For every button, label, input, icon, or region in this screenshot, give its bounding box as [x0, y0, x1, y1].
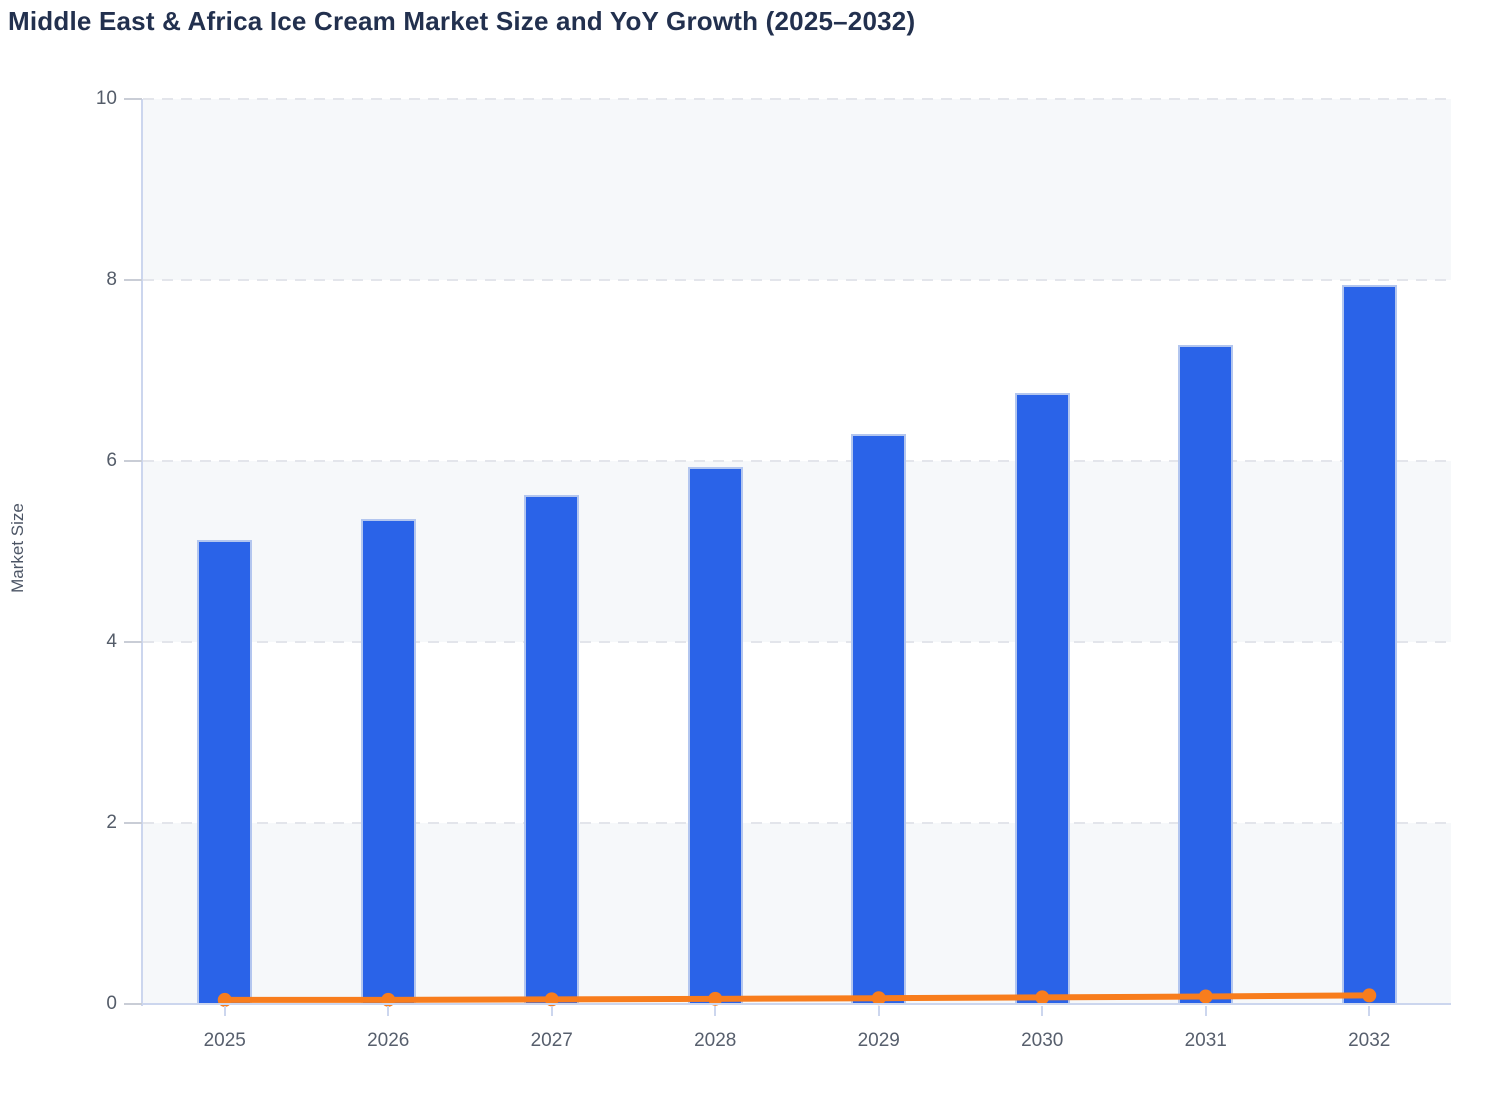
y-tick-mark: [124, 98, 142, 100]
gridline: [143, 98, 1451, 100]
background-band: [143, 99, 1451, 280]
bar-2028: [687, 467, 743, 1004]
plot-area: [143, 98, 1451, 1007]
x-tick-mark: [1041, 1006, 1044, 1016]
x-tick-label: 2027: [530, 1030, 573, 1051]
y-tick-label: 6: [106, 450, 117, 471]
yoy-growth-marker-2030: [1035, 990, 1050, 1005]
bar-2029: [851, 433, 907, 1004]
bar-2031: [1178, 345, 1234, 1004]
gridline: [143, 641, 1451, 643]
yoy-growth-marker-2027: [544, 992, 559, 1007]
y-axis-line: [141, 99, 143, 1006]
y-tick-mark: [124, 822, 142, 824]
y-tick-label: 2: [106, 812, 117, 833]
chart-title: Middle East & Africa Ice Cream Market Si…: [8, 6, 916, 36]
bar-2026: [360, 518, 416, 1004]
x-tick-label: 2026: [367, 1030, 410, 1051]
gridline: [143, 279, 1451, 281]
x-tick-label: 2030: [1021, 1030, 1064, 1051]
x-tick-label: 2025: [203, 1030, 246, 1051]
x-tick-label: 2031: [1184, 1030, 1227, 1051]
x-tick-mark: [714, 1006, 717, 1016]
x-tick-mark: [1368, 1006, 1371, 1016]
yoy-growth-marker-2028: [708, 991, 723, 1006]
y-tick-label: 8: [106, 269, 117, 290]
y-axis-title: Market Size: [8, 503, 27, 593]
x-tick-mark: [550, 1006, 553, 1016]
x-tick-label: 2032: [1348, 1030, 1391, 1051]
yoy-growth-marker-2029: [871, 991, 886, 1006]
yoy-growth-line-layer: [217, 988, 1377, 1007]
y-tick-label: 10: [95, 88, 117, 109]
y-tick-label: 4: [106, 631, 117, 652]
x-tick-label: 2029: [857, 1030, 900, 1051]
x-tick-mark: [1204, 1006, 1207, 1016]
x-tick-mark: [387, 1006, 390, 1016]
bar-2027: [524, 495, 580, 1004]
x-tick-mark: [223, 1006, 226, 1016]
yoy-growth-line: [221, 992, 1373, 1003]
yoy-growth-marker-2031: [1198, 989, 1213, 1004]
y-tick-mark: [124, 460, 142, 462]
x-axis-line: [141, 1003, 1451, 1005]
bar-2030: [1014, 393, 1070, 1004]
y-tick-mark: [124, 1003, 142, 1005]
yoy-growth-marker-2032: [1362, 988, 1377, 1003]
gridline: [143, 460, 1451, 462]
y-tick-mark: [124, 279, 142, 281]
x-tick-label: 2028: [694, 1030, 737, 1051]
bar-2032: [1341, 284, 1397, 1004]
y-tick-mark: [124, 641, 142, 643]
y-tick-label: 0: [106, 993, 117, 1014]
gridline: [143, 822, 1451, 824]
bar-2025: [197, 539, 253, 1004]
x-tick-mark: [877, 1006, 880, 1016]
